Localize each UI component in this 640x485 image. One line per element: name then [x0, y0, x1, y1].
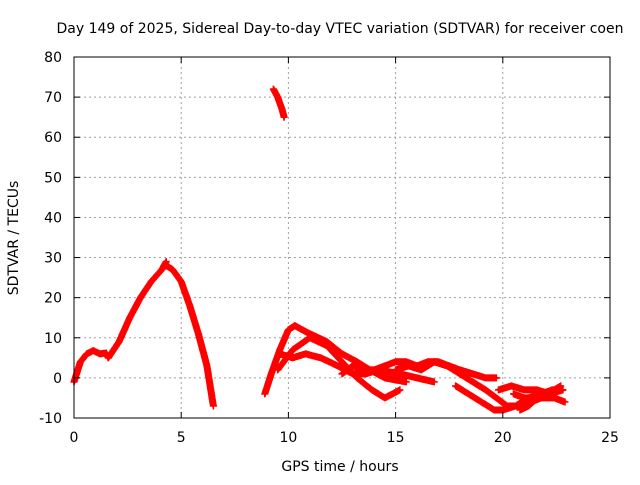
x-tick-label: 10 — [279, 430, 297, 446]
y-tick-label: 0 — [53, 371, 62, 387]
y-axis-label: SDTVAR / TECUs — [6, 181, 22, 296]
y-tick-label: 50 — [44, 170, 62, 186]
data-point — [557, 382, 565, 390]
axis-ticks — [73, 56, 611, 419]
data-point — [396, 386, 404, 394]
x-tick-label: 25 — [601, 430, 619, 446]
plot-border — [73, 56, 611, 419]
y-tick-labels: -10 0 10 20 30 40 50 60 70 80 — [39, 50, 62, 427]
series-track-d — [269, 85, 288, 121]
y-tick-label: 40 — [44, 210, 62, 226]
data-point — [280, 113, 288, 121]
y-tick-label: 70 — [44, 90, 62, 106]
y-tick-label: 20 — [44, 291, 62, 307]
series-track-n — [516, 382, 565, 414]
y-tick-label: 30 — [44, 251, 62, 267]
x-tick-label: 5 — [177, 430, 186, 446]
y-tick-label: 80 — [44, 50, 62, 66]
y-tick-label: 60 — [44, 130, 62, 146]
y-tick-label: -10 — [39, 411, 62, 427]
x-tick-label: 20 — [494, 430, 512, 446]
x-tick-labels: 0 5 10 15 20 25 — [70, 430, 619, 446]
series-track-a — [70, 347, 112, 386]
x-tick-label: 15 — [387, 430, 405, 446]
data-point — [402, 378, 410, 386]
data-points — [70, 85, 569, 414]
x-axis-label: GPS time / hours — [281, 459, 398, 475]
series-track-c — [162, 262, 217, 410]
y-tick-label: 10 — [44, 331, 62, 347]
grid-lines — [74, 57, 610, 418]
data-point — [492, 374, 500, 382]
series-track-b — [104, 258, 170, 362]
data-point — [561, 398, 569, 406]
x-tick-label: 0 — [70, 430, 79, 446]
chart-title: Day 149 of 2025, Sidereal Day-to-day VTE… — [57, 21, 624, 37]
data-point — [430, 378, 438, 386]
data-point — [209, 402, 217, 410]
